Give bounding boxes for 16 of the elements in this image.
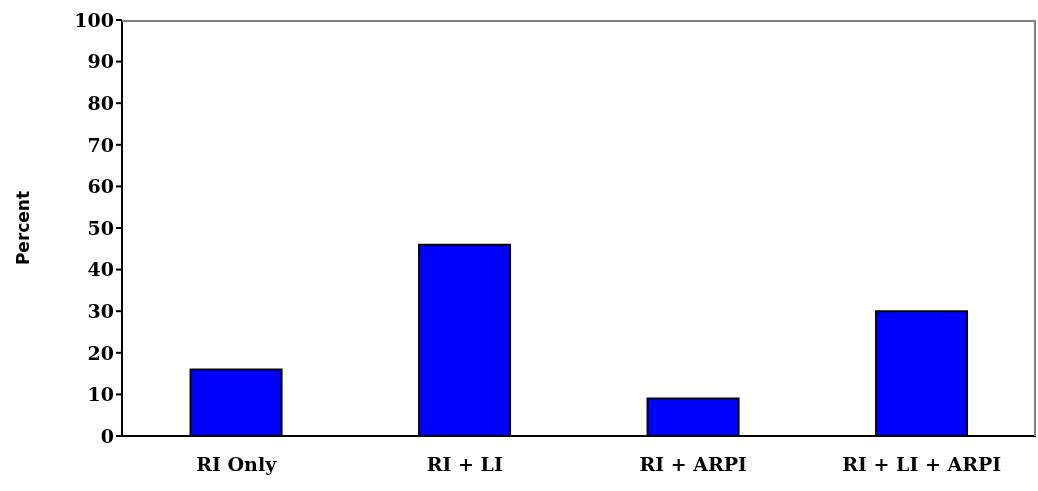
x-tick-label: RI + ARPI bbox=[639, 453, 748, 476]
y-tick-label: 0 bbox=[100, 424, 114, 447]
y-tick-label: 10 bbox=[87, 383, 114, 406]
y-tick-label: 20 bbox=[87, 341, 114, 364]
y-tick-label: 40 bbox=[87, 258, 114, 281]
y-tick-label: 30 bbox=[87, 299, 114, 322]
x-tick-label: RI Only bbox=[196, 453, 278, 476]
y-tick-label: 60 bbox=[87, 175, 114, 198]
y-tick-label: 50 bbox=[87, 216, 114, 239]
y-tick-label: 80 bbox=[87, 91, 114, 114]
y-tick-label: 100 bbox=[74, 8, 114, 31]
x-tick-label: RI + LI bbox=[426, 453, 503, 476]
y-tick-label: 90 bbox=[87, 50, 114, 73]
y-tick-label: 70 bbox=[87, 133, 114, 156]
x-tick-label: RI + LI + ARPI bbox=[842, 453, 1002, 476]
y-axis-title: Percent bbox=[13, 190, 34, 266]
